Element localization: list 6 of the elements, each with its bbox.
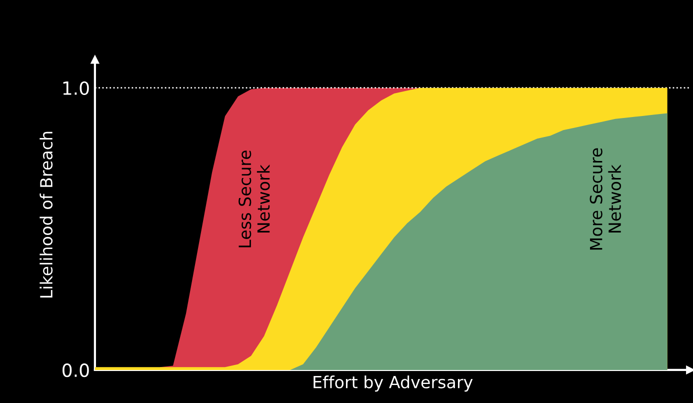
y-tick-label: 0.0 bbox=[62, 363, 89, 378]
y-tick-label: 1.0 bbox=[63, 81, 89, 95]
x-axis-title: Effort by Adversary bbox=[314, 376, 473, 392]
y-axis-title: Likelihood of Breach bbox=[40, 132, 53, 298]
annotation: More Secure Network bbox=[590, 148, 622, 250]
annotation: Less Secure Network bbox=[238, 150, 270, 248]
